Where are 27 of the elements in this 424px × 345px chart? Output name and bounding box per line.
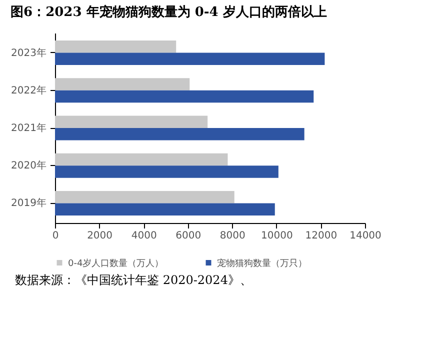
x-tick-label: 12000: [305, 230, 338, 242]
bar: [55, 90, 314, 103]
source-note: 数据来源：《中国统计年鉴 2020-2024》、: [15, 273, 252, 287]
bar: [55, 203, 275, 216]
bar: [55, 78, 190, 90]
x-tick-label: 6000: [176, 230, 202, 242]
y-tick-label: 2019年: [11, 197, 46, 210]
bar: [55, 116, 208, 128]
x-tick-label: 10000: [261, 230, 293, 242]
bar: [55, 128, 304, 140]
bar: [55, 191, 234, 204]
y-tick-label: 2023年: [11, 46, 46, 59]
chart-title: 图6：2023 年宠物猫狗数量为 0-4 岁人口的两倍以上: [10, 4, 327, 20]
x-tick-label: 2000: [87, 230, 113, 242]
legend-label: 宠物猫狗数量（万只）: [217, 258, 307, 269]
legend-label: 0-4岁人口数量（万人）: [68, 258, 164, 269]
x-tick-label: 14000: [350, 230, 382, 242]
bar: [55, 40, 176, 53]
bar: [55, 153, 228, 166]
x-tick-label: 4000: [131, 230, 157, 242]
y-tick-label: 2022年: [11, 84, 46, 96]
bar: [55, 166, 278, 178]
x-tick-label: 8000: [220, 230, 246, 242]
y-tick-label: 2021年: [11, 122, 46, 134]
x-tick-label: 0: [52, 230, 59, 242]
bar: [55, 52, 325, 65]
y-tick-label: 2020年: [11, 160, 46, 172]
